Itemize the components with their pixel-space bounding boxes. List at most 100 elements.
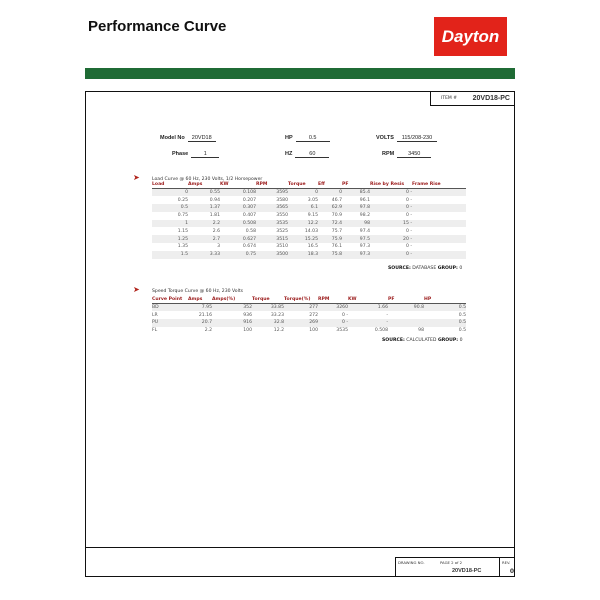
column-header: Eff: [318, 182, 342, 189]
table-cell: [412, 220, 466, 228]
table-cell: 1.37: [209, 205, 220, 211]
drawing-label: DRAWING NO.: [398, 560, 425, 565]
table-cell: 97.4: [359, 228, 370, 234]
table-cell: 6.1: [310, 205, 318, 211]
table-cell: 97.5: [359, 236, 370, 242]
table-cell: 3.05: [307, 197, 318, 203]
table-cell: 3500: [276, 252, 288, 258]
table-row: 1.35 3 0.674 3510 16.5 76.1 97.3 0 -: [152, 243, 466, 251]
table-cell: 98: [364, 221, 370, 227]
table-cell: 3550: [276, 213, 288, 219]
table-cell: 3580: [276, 197, 288, 203]
table-row: 0 0.55 0.108 3595 0 0 85.4 0 -: [152, 188, 466, 197]
table-cell: 33.23: [270, 312, 284, 318]
table-cell: [412, 251, 466, 259]
load-source: SOURCE: DATABASE GROUP: 0: [388, 266, 463, 271]
table-cell: 3: [217, 244, 220, 250]
table-cell: [412, 243, 466, 251]
speed-source: SOURCE: CALCULATED GROUP: 0: [382, 338, 463, 343]
phase-field: Phase 1: [172, 151, 220, 158]
table-cell: 1.35: [177, 244, 188, 250]
table-cell: 75.9: [331, 236, 342, 242]
table-cell: 0 -: [405, 190, 412, 196]
table-row: PU 20.7 916 32.8 269 0 - - 0.5: [152, 319, 466, 327]
table-row: 1.25 2.7 0.627 3515 15.25 75.9 97.5 20 -: [152, 235, 466, 244]
table-cell: 0 -: [405, 213, 412, 219]
table-cell: 0.94: [209, 197, 220, 203]
table-cell: 97.3: [359, 252, 370, 258]
table-cell: 0.307: [242, 205, 256, 211]
column-header: RPM: [256, 182, 288, 189]
table-row: 0.75 1.81 0.407 3550 9.15 70.9 98.2 0 -: [152, 212, 466, 220]
table-cell: 16.5: [307, 244, 318, 250]
table-cell: 12.2: [273, 328, 284, 334]
table-cell: 85.4: [359, 190, 370, 196]
item-number: 20VD18-PC: [472, 95, 510, 102]
table-cell: [412, 212, 466, 220]
table-cell: 2.2: [212, 221, 220, 227]
table-cell: 3525: [276, 228, 288, 234]
table-cell: [412, 196, 466, 204]
table-cell: PU: [152, 320, 159, 326]
table-cell: 2.2: [204, 328, 212, 334]
table-cell: 18.3: [307, 252, 318, 258]
rev-value: 0: [509, 568, 514, 575]
table-cell: 0.25: [177, 197, 188, 203]
table-cell: 1.66: [377, 305, 388, 311]
speed-torque-title: Speed Torque Curve @ 60 Hz, 230 Volts: [152, 289, 244, 294]
table-cell: 0 -: [405, 228, 412, 234]
column-header: Amps: [188, 297, 212, 304]
table-cell: 14.03: [304, 228, 318, 234]
footer-divider: [85, 547, 515, 548]
item-label: ITEM #: [441, 96, 458, 101]
table-cell: FL: [152, 328, 158, 334]
table-cell: 0.5: [458, 305, 466, 311]
table-cell: 0.407: [242, 213, 256, 219]
table-cell: 0.5: [180, 205, 188, 211]
table-cell: 15 -: [403, 221, 412, 227]
table-cell: 90.8: [413, 305, 424, 311]
table-cell: [412, 235, 466, 243]
table-cell: 0 -: [405, 252, 412, 258]
table-row: 1.5 3.33 0.75 3500 18.3 75.8 97.3 0 -: [152, 250, 466, 259]
table-cell: 7.95: [201, 305, 212, 311]
dayton-logo: Dayton: [434, 17, 507, 56]
table-cell: 2.6: [212, 228, 220, 234]
table-cell: 100: [309, 328, 318, 334]
table-cell: 0.108: [242, 190, 256, 196]
column-header: Load: [152, 182, 188, 189]
table-cell: 0: [315, 190, 318, 196]
column-header: HP: [424, 297, 466, 304]
document-frame: [85, 91, 515, 577]
table-cell: 0.58: [245, 228, 256, 234]
table-row: 1 2.2 0.508 3535 12.2 72.4 98 15 -: [152, 219, 466, 228]
table-cell: 0.5: [458, 328, 466, 334]
column-header: Torque: [288, 182, 318, 189]
table-cell: 97.3: [359, 244, 370, 250]
hp-field: HP 0.5: [285, 135, 330, 142]
column-header: Rise by Resis: [370, 182, 412, 189]
column-header: Torque(%): [284, 297, 318, 304]
column-header: Amps(%): [212, 297, 252, 304]
table-cell: BD: [152, 305, 159, 311]
table-cell: 0.75: [177, 213, 188, 219]
table-row: LR 21.16 936 33.23 272 0 - - 0.5: [152, 311, 466, 319]
table-cell: [388, 311, 424, 319]
table-cell: 272: [309, 312, 318, 318]
table-cell: 352: [243, 305, 252, 311]
table-cell: 2.7: [212, 236, 220, 242]
table-cell: 0.5: [458, 312, 466, 318]
table-cell: 1.15: [177, 228, 188, 234]
table-cell: 3565: [276, 205, 288, 211]
drawing-number: 20VD18-PC: [452, 568, 482, 574]
table-cell: 0.207: [242, 197, 256, 203]
table-cell: 0.508: [242, 221, 256, 227]
volts-field: VOLTS 115/208-230: [376, 135, 437, 142]
column-header: KW: [220, 182, 256, 189]
arrow-icon: ➤: [133, 285, 140, 294]
page-number: PAGE 2 of 2: [440, 560, 463, 565]
table-cell: 12.2: [307, 221, 318, 227]
column-header: PF: [388, 297, 424, 304]
table-cell: -: [386, 312, 388, 318]
table-row: BD 7.95 352 33.85 277 3260 1.66 90.8 0.5: [152, 303, 466, 312]
